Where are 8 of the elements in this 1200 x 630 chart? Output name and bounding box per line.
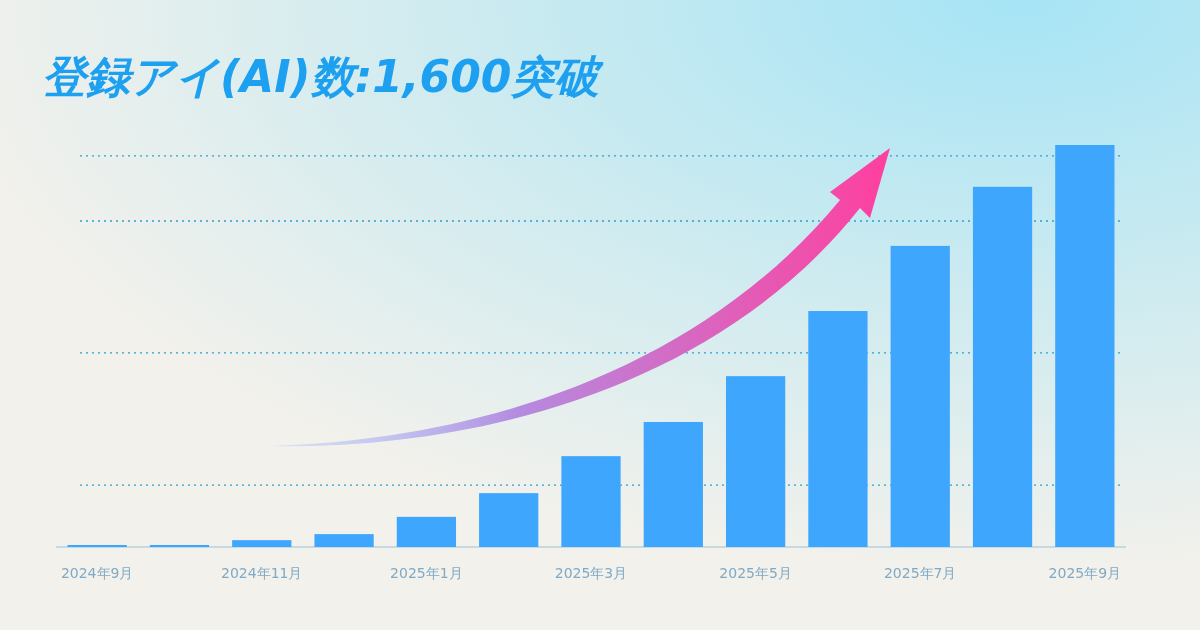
x-tick-label: 2025年5月 [719,565,792,581]
x-tick-label: 2025年7月 [883,565,957,581]
x-tick-label: 2024年9月 [60,565,134,581]
x-tick-label: 2025年1月 [390,565,463,581]
x-tick-label: 2025年9月 [1048,565,1122,581]
chart-title: 登録アイ(AI)数:1,600突破 [42,51,605,102]
x-tick-label: 2025年3月 [554,565,628,581]
x-tick-label: 2024年11月 [221,565,303,581]
